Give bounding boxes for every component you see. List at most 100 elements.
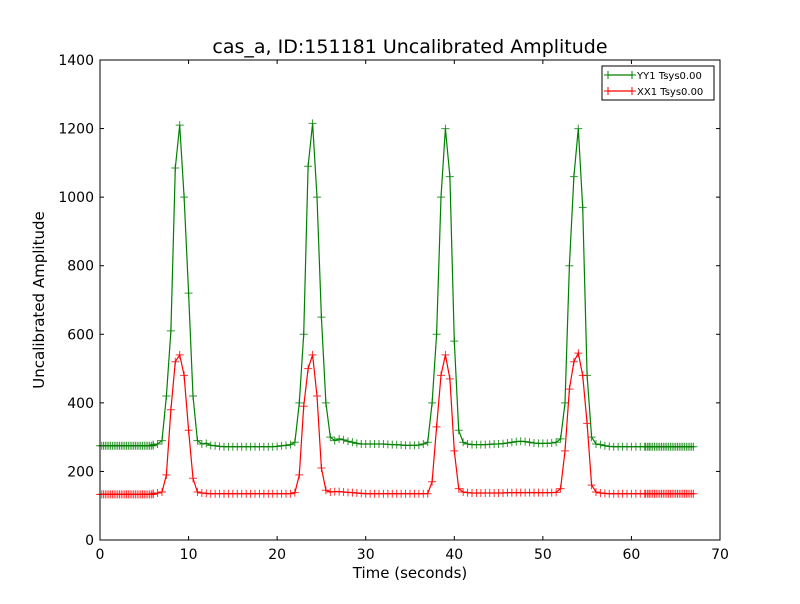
data-point-marker [587, 481, 596, 490]
y-tick-label: 600 [67, 327, 94, 343]
x-tick-label: 60 [623, 547, 641, 563]
data-point-marker [286, 440, 295, 449]
legend-item: XX1 Tsys0.00 [604, 87, 703, 98]
data-point-marker [507, 438, 516, 447]
legend-marker [604, 87, 612, 95]
data-point-marker [428, 477, 437, 486]
data-point-marker [158, 436, 166, 445]
data-point-marker [193, 436, 202, 445]
data-point-marker [578, 371, 587, 380]
data-point-marker [313, 193, 321, 202]
data-point-marker [162, 392, 171, 400]
data-point-marker [437, 193, 445, 202]
data-point-marker [193, 488, 202, 496]
legend-marker [628, 71, 636, 79]
data-point-marker [286, 489, 295, 498]
data-point-marker [158, 488, 166, 496]
legend-label: XX1 Tsys0.00 [637, 87, 703, 98]
legend: YY1 Tsys0.00 XX1 Tsys0.00 [601, 65, 715, 101]
data-point-marker [171, 164, 180, 172]
data-point-marker [295, 398, 304, 407]
data-point-marker [308, 350, 317, 359]
data-point-marker [295, 470, 304, 479]
x-tick-label: 0 [96, 547, 105, 563]
x-tick-label: 40 [445, 547, 463, 563]
data-point-marker [184, 289, 193, 298]
y-axis-label: Uncalibrated Amplitude [30, 211, 48, 388]
legend-item: YY1 Tsys0.00 [604, 71, 702, 82]
data-point-marker [166, 405, 175, 414]
data-point-marker [596, 440, 605, 449]
data-point-marker [348, 438, 357, 447]
axis-ticks: 0 10 20 30 40 50 60 70 0 200 400 600 800 1000 1200 1400 [58, 53, 729, 563]
data-point-marker [454, 484, 463, 493]
data-point-marker [565, 261, 574, 270]
data-point-marker [574, 124, 583, 133]
data-point-marker [592, 440, 600, 448]
data-point-marker [689, 489, 698, 498]
data-point-marker [432, 330, 441, 339]
data-point-marker [450, 337, 459, 346]
data-point-marker [330, 436, 339, 445]
data-point-marker [299, 330, 308, 339]
data-point-marker [578, 203, 587, 212]
data-point-marker [321, 486, 330, 495]
data-point-marker [197, 440, 206, 448]
data-point-marker [441, 350, 450, 359]
x-tick-label: 30 [357, 547, 375, 563]
data-point-marker [556, 484, 565, 493]
x-tick-label: 70 [711, 547, 729, 563]
data-point-marker [273, 442, 282, 451]
data-point-marker [352, 439, 361, 448]
data-point-marker [180, 193, 189, 202]
data-point-marker [565, 385, 574, 394]
data-point-marker [184, 426, 193, 435]
data-point-marker [423, 489, 432, 498]
data-point-marker [175, 121, 184, 130]
data-point-marker [317, 464, 326, 472]
data-point-marker [561, 398, 569, 407]
x-tick-label: 20 [268, 547, 286, 563]
data-point-marker [339, 435, 348, 444]
data-point-marker [171, 357, 180, 366]
y-tick-label: 0 [85, 533, 94, 549]
data-point-marker [317, 313, 326, 322]
series-yy1 [96, 119, 698, 451]
data-point-marker [556, 434, 565, 443]
y-tick-label: 200 [67, 464, 94, 480]
series-xx1 [96, 349, 698, 499]
legend-marker [628, 87, 636, 95]
data-point-marker [445, 374, 454, 383]
data-point-marker [326, 433, 335, 442]
data-point-marker [189, 474, 197, 483]
data-point-marker [423, 438, 432, 447]
data-point-marker [525, 438, 534, 447]
data-point-marker [153, 489, 162, 498]
data-point-marker [419, 440, 428, 448]
data-point-marker [587, 433, 596, 442]
plot-area [96, 119, 698, 499]
data-point-marker [437, 371, 445, 380]
data-point-marker [149, 441, 158, 450]
data-point-marker [290, 438, 299, 447]
data-point-marker [308, 119, 317, 128]
y-tick-label: 800 [67, 259, 94, 275]
data-point-marker [166, 326, 175, 335]
data-point-marker [313, 392, 321, 400]
data-point-marker [445, 172, 454, 181]
data-point-marker [202, 439, 211, 448]
y-tick-label: 1400 [58, 53, 94, 69]
x-tick-label: 50 [534, 547, 552, 563]
y-tick-label: 1000 [58, 190, 94, 206]
data-point-marker [454, 426, 463, 435]
data-point-marker [162, 470, 171, 479]
data-point-marker [689, 442, 698, 451]
data-point-marker [304, 364, 313, 373]
x-tick-label: 10 [180, 547, 198, 563]
data-point-marker [153, 440, 162, 448]
data-point-marker [149, 490, 158, 499]
axes-frame [99, 59, 721, 541]
data-point-marker [547, 438, 556, 447]
x-axis-label: Time (seconds) [352, 564, 468, 582]
data-point-marker [175, 350, 184, 359]
